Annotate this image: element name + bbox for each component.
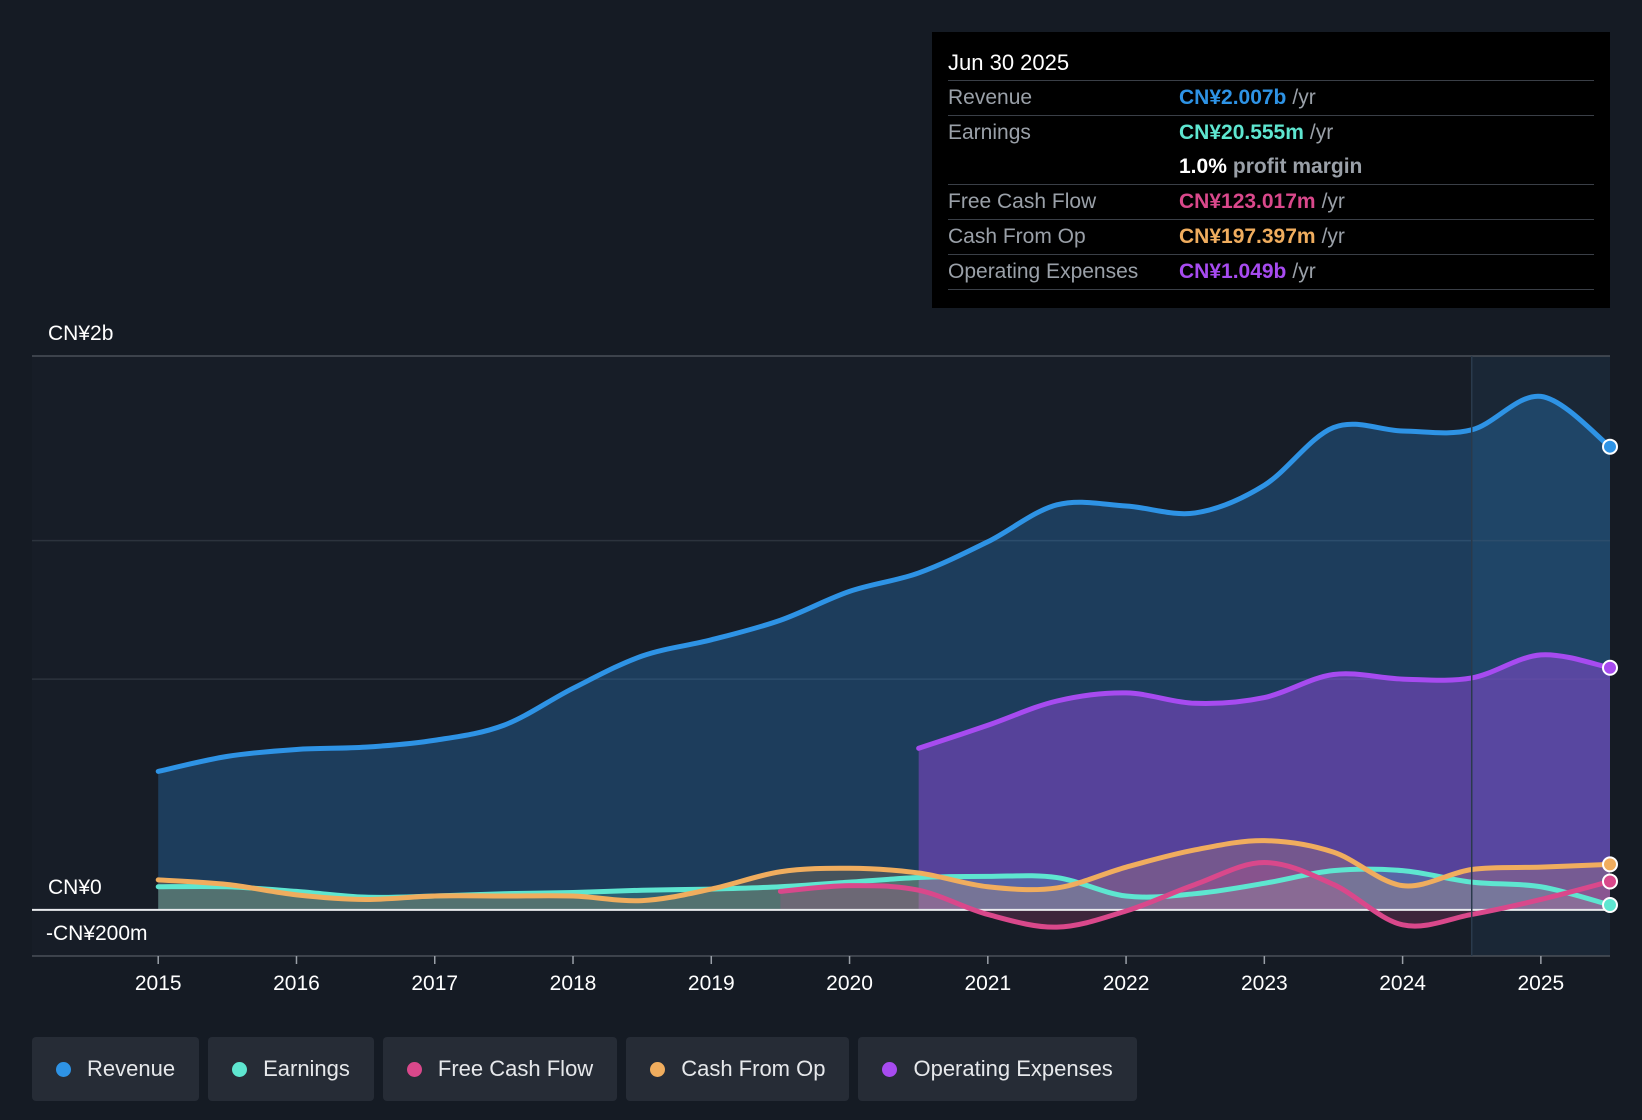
earnings-dot-icon: [232, 1061, 248, 1077]
tooltip-row-operating-expenses: Operating Expenses CN¥1.049b /yr: [948, 255, 1594, 290]
cash-from-op-area: [158, 840, 1610, 910]
x-tick-label: 2017: [411, 972, 458, 995]
tooltip-unit: /yr: [1292, 86, 1316, 109]
tooltip-row-profit-margin: 1.0% profit margin: [948, 150, 1594, 185]
tooltip-value: CN¥123.017m: [1179, 190, 1316, 213]
chart-area: CN¥2b CN¥0 -CN¥200m 2015 2016 2017 2018 2019…: [32, 322, 1618, 995]
operating-expenses-dot-icon: [882, 1061, 898, 1077]
tooltip-label: Cash From Op: [948, 225, 1086, 248]
operating-expenses-endpoint[interactable]: [1602, 659, 1618, 676]
revenue-area: [158, 396, 1610, 910]
x-tick-label: 2015: [135, 972, 182, 995]
tooltip-value: CN¥197.397m: [1179, 225, 1316, 248]
x-tick-label: 2020: [826, 972, 873, 995]
x-tick-label: 2023: [1241, 972, 1288, 995]
data-tooltip: Jun 30 2025 Revenue CN¥2.007b /yr Earnin…: [932, 32, 1610, 308]
legend-label: Revenue: [87, 1056, 176, 1081]
revenue-dot-icon: [56, 1061, 71, 1077]
x-tick-label: 2024: [1379, 972, 1426, 995]
earnings-endpoint[interactable]: [1602, 897, 1618, 913]
cash-from-op-line: [155, 838, 1613, 904]
tooltip-value: CN¥1.049b: [1179, 260, 1287, 283]
tooltip-label: Earnings: [948, 121, 1031, 144]
legend-item-free-cash-flow[interactable]: Free Cash Flow: [382, 1037, 618, 1101]
legend-item-revenue[interactable]: Revenue: [32, 1037, 200, 1101]
series-areas: [158, 396, 1610, 928]
x-tick-label: 2018: [550, 972, 597, 995]
cash-from-op-endpoint[interactable]: [1602, 856, 1618, 873]
y-axis-label-top: CN¥2b: [48, 322, 113, 345]
x-axis-ticks: 2015 2016 2017 2018 2019 2020 2021 2022 2023 2024…: [135, 956, 1564, 995]
tooltip-label: Operating Expenses: [948, 260, 1139, 283]
tooltip-unit: /yr: [1309, 121, 1334, 144]
tooltip-label: Free Cash Flow: [948, 190, 1097, 213]
free-cash-flow-dot-icon: [406, 1061, 422, 1077]
legend-item-operating-expenses[interactable]: Operating Expenses: [858, 1037, 1137, 1101]
legend-label: Cash From Op: [681, 1056, 826, 1081]
operating-expenses-line: [916, 652, 1613, 751]
revenue-endpoint[interactable]: [1602, 438, 1618, 455]
x-tick-label: 2016: [273, 972, 320, 995]
x-tick-label: 2019: [688, 972, 735, 995]
tooltip-row-free-cash-flow: Free Cash Flow CN¥123.017m /yr: [948, 185, 1594, 220]
tooltip-unit: profit margin: [1232, 155, 1363, 178]
x-tick-label: 2022: [1103, 972, 1150, 995]
tooltip-value: CN¥2.007b: [1179, 86, 1287, 109]
tooltip-unit: /yr: [1321, 225, 1345, 248]
free-cash-flow-endpoint[interactable]: [1602, 873, 1618, 890]
tooltip-unit: /yr: [1292, 260, 1316, 283]
legend-item-earnings[interactable]: Earnings: [208, 1037, 374, 1101]
tooltip-row-earnings: Earnings CN¥20.555m /yr: [948, 116, 1594, 150]
series-endpoints: [1602, 438, 1618, 913]
x-tick-label: 2021: [964, 972, 1011, 995]
tooltip-unit: /yr: [1321, 190, 1345, 213]
legend-item-cash-from-op[interactable]: Cash From Op: [626, 1037, 850, 1101]
tooltip-row-revenue: Revenue CN¥2.007b /yr: [948, 81, 1594, 116]
tooltip-value: CN¥20.555m: [1179, 121, 1304, 144]
tooltip-value: 1.0%: [1179, 155, 1227, 178]
legend-label: Operating Expenses: [913, 1056, 1113, 1081]
y-axis-label-zero: CN¥0: [48, 876, 102, 899]
legend-label: Earnings: [263, 1056, 350, 1081]
legend: Revenue Earnings Free Cash Flow Cash Fro…: [32, 1037, 1137, 1101]
y-axis-label-bottom: -CN¥200m: [46, 922, 148, 945]
tooltip-label: Revenue: [948, 86, 1033, 109]
revenue-line: [155, 393, 1613, 774]
cash-from-op-dot-icon: [650, 1061, 666, 1077]
legend-label: Free Cash Flow: [437, 1056, 594, 1081]
earnings-area: [158, 869, 1610, 910]
tooltip-row-cash-from-op: Cash From Op CN¥197.397m /yr: [948, 220, 1594, 255]
tooltip-date: Jun 30 2025: [948, 48, 1594, 81]
x-tick-label: 2025: [1518, 972, 1565, 995]
operating-expenses-area: [918, 654, 1610, 910]
